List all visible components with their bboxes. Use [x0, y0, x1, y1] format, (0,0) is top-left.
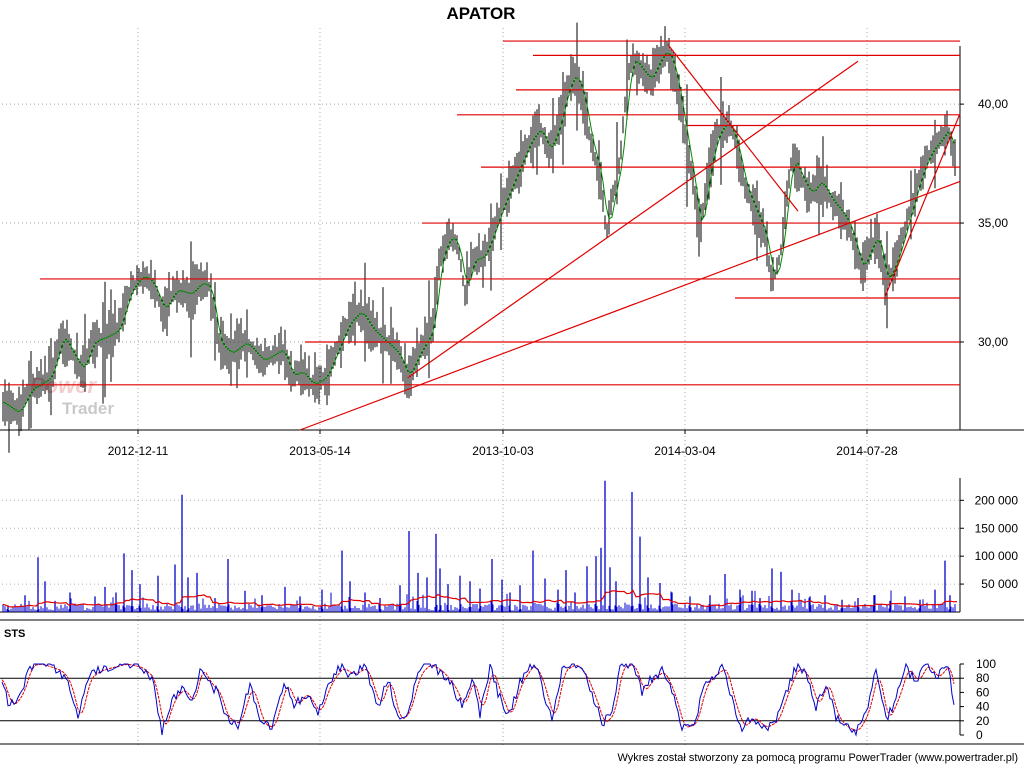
stochastic-tick-label: 0 — [976, 728, 983, 742]
volume-average-line — [2, 589, 958, 608]
trend-line — [667, 44, 799, 212]
volume-tick-label: 200 000 — [975, 493, 1019, 507]
stochastic-label: STS — [4, 628, 25, 640]
x-tick-label: 2012-12-11 — [108, 444, 169, 458]
x-tick-label: 2014-03-04 — [654, 444, 716, 458]
footer-credit: Wykres został stworzony za pomocą progra… — [617, 752, 1018, 764]
volume-tick-label: 100 000 — [975, 549, 1019, 563]
stochastic-tick-label: 60 — [976, 685, 990, 699]
volume-tick-label: 150 000 — [975, 521, 1019, 535]
volume-tick-label: 50 000 — [981, 577, 1018, 591]
x-tick-label: 2014-07-28 — [836, 444, 898, 458]
stochastic-d-line — [1, 663, 955, 731]
stochastic-tick-label: 20 — [976, 714, 990, 728]
price-panel: 2012-12-11 2013-05-14 2013-10-03 2014-03-04… — [0, 22, 1024, 745]
y-tick-label: 40,00 — [978, 97, 1008, 111]
x-tick-label: 2013-10-03 — [472, 444, 534, 458]
stochastic-tick-label: 100 — [976, 657, 996, 671]
y-tick-label: 35,00 — [978, 216, 1008, 230]
stochastic-tick-label: 80 — [976, 671, 990, 685]
volume-bars — [2, 480, 956, 612]
y-tick-label: 30,00 — [978, 335, 1008, 349]
trend-line — [407, 60, 859, 379]
x-tick-label: 2013-05-14 — [289, 444, 351, 458]
moving-average-line — [2, 52, 955, 412]
stochastic-tick-label: 40 — [976, 700, 990, 714]
watermark-line2: Trader — [62, 399, 114, 418]
trend-line — [884, 113, 961, 298]
trend-line — [299, 180, 961, 431]
chart-title: APATOR — [447, 4, 516, 23]
volume-panel: 50 000 100 000 150 000 200 000 — [0, 478, 1024, 621]
stochastic-k-line — [1, 662, 955, 737]
